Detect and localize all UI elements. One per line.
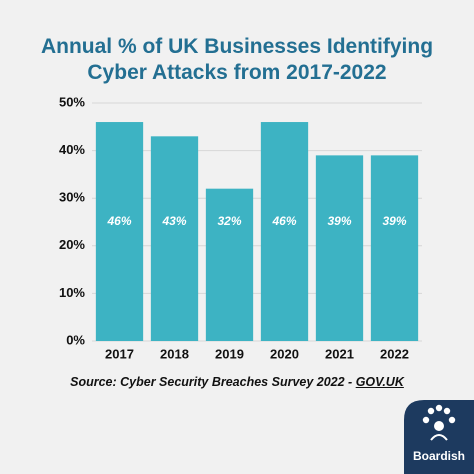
logo-background	[404, 400, 474, 474]
x-tick-label: 2019	[215, 346, 244, 361]
x-tick-label: 2017	[105, 346, 134, 361]
bar	[95, 122, 144, 341]
bar	[315, 155, 364, 341]
logo-icon	[422, 404, 456, 441]
bar	[260, 122, 309, 341]
value-label: 46%	[271, 214, 296, 228]
value-label: 46%	[106, 214, 131, 228]
y-tick-label: 0%	[66, 332, 85, 347]
y-tick-label: 50%	[59, 94, 85, 109]
value-label: 32%	[217, 214, 241, 228]
bar	[370, 155, 419, 341]
chart-title: Annual % of UK Businesses Identifying Cy…	[40, 35, 434, 84]
x-tick-label: 2021	[325, 346, 354, 361]
bar	[205, 188, 254, 341]
value-label: 39%	[327, 214, 351, 228]
value-label: 43%	[161, 214, 186, 228]
x-tick-label: 2018	[160, 346, 189, 361]
value-label: 39%	[382, 214, 406, 228]
y-tick-label: 40%	[59, 142, 85, 157]
source-link[interactable]: GOV.UK	[355, 375, 404, 389]
y-tick-label: 10%	[59, 285, 85, 300]
y-tick-label: 30%	[59, 190, 85, 205]
source-text: Source: Cyber Security Breaches Survey 2…	[70, 375, 356, 389]
x-tick-label: 2022	[380, 346, 409, 361]
source: Source: Cyber Security Breaches Survey 2…	[0, 375, 474, 389]
brand: Boardish	[413, 449, 465, 463]
bar	[150, 136, 199, 341]
x-tick-label: 2020	[270, 346, 299, 361]
y-tick-label: 20%	[59, 237, 85, 252]
